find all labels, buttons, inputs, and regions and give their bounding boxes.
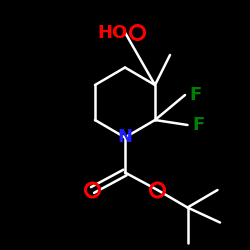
Text: N: N [118,128,132,146]
Text: F: F [192,116,204,134]
Text: F: F [190,86,202,104]
Text: HO: HO [98,24,128,42]
